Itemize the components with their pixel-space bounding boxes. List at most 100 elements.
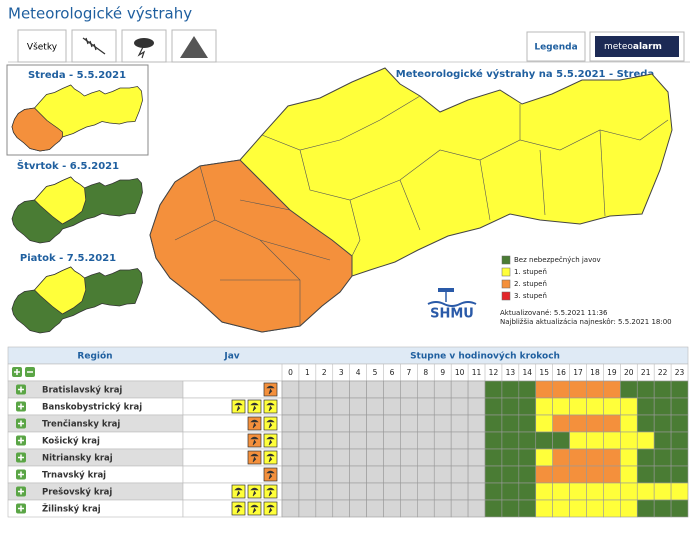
hour-cell bbox=[417, 431, 435, 450]
hour-cell bbox=[636, 482, 655, 501]
hour-cell bbox=[450, 499, 469, 518]
column-header: Jav bbox=[223, 352, 239, 362]
hour-cell bbox=[366, 397, 384, 416]
hour-cell bbox=[569, 380, 587, 399]
hour-cell bbox=[349, 482, 367, 501]
hour-label: 23 bbox=[675, 368, 685, 377]
warning-glyph bbox=[266, 504, 275, 514]
hour-cell bbox=[467, 448, 486, 467]
hour-cell bbox=[349, 448, 367, 467]
hour-cell bbox=[315, 414, 334, 433]
hour-cell bbox=[518, 380, 537, 399]
region-name: Banskobystrický kraj bbox=[42, 403, 142, 413]
next-update-text: Najbližšia aktualizácia najneskôr: 5.5.2… bbox=[500, 318, 672, 326]
hour-cell bbox=[484, 465, 503, 484]
thumbnail-map[interactable] bbox=[11, 176, 143, 244]
hour-cell bbox=[281, 397, 300, 416]
hour-cell bbox=[552, 397, 570, 416]
hour-cell bbox=[653, 465, 672, 484]
hour-label: 14 bbox=[523, 368, 533, 377]
hour-cell bbox=[620, 414, 638, 433]
column-header: Región bbox=[77, 351, 112, 362]
hour-cell bbox=[281, 448, 300, 467]
hour-label: 18 bbox=[590, 368, 600, 377]
thumbnail-map[interactable] bbox=[11, 266, 143, 334]
hour-label: 16 bbox=[556, 368, 566, 377]
hour-cell bbox=[400, 448, 418, 467]
hour-cell bbox=[467, 499, 486, 518]
tab-mountain[interactable] bbox=[171, 29, 217, 63]
hour-cell bbox=[518, 482, 537, 501]
warning-glyph bbox=[250, 487, 259, 497]
hour-cell bbox=[417, 380, 435, 399]
legend-swatch bbox=[501, 291, 511, 301]
warning-glyph bbox=[266, 385, 275, 395]
hour-cell bbox=[281, 499, 300, 518]
hour-cell bbox=[400, 499, 418, 518]
hour-cell bbox=[636, 465, 655, 484]
hour-cell bbox=[636, 397, 655, 416]
hour-cell bbox=[383, 414, 401, 433]
hour-header-row bbox=[7, 363, 689, 382]
hour-cell bbox=[400, 431, 418, 450]
hour-cell bbox=[281, 431, 300, 450]
hour-cell bbox=[450, 465, 469, 484]
hour-cell bbox=[332, 380, 350, 399]
hour-cell bbox=[417, 397, 435, 416]
legend-swatch bbox=[501, 279, 511, 289]
legend-swatch bbox=[501, 267, 511, 277]
shmu-logo: SHMU bbox=[427, 288, 477, 322]
hour-cell bbox=[552, 380, 570, 399]
warning-glyph bbox=[266, 470, 275, 480]
hour-label: 17 bbox=[573, 368, 583, 377]
hour-label: 20 bbox=[624, 368, 634, 377]
hour-cell bbox=[433, 414, 452, 433]
hour-cell bbox=[366, 431, 384, 450]
hour-cell bbox=[467, 380, 486, 399]
hour-cell bbox=[518, 414, 537, 433]
hour-cell bbox=[366, 448, 384, 467]
day-label: Piatok - 7.5.2021 bbox=[20, 253, 116, 264]
hour-cell bbox=[586, 431, 604, 450]
hour-cell bbox=[383, 397, 401, 416]
hour-cell bbox=[670, 499, 689, 518]
hour-cell bbox=[417, 465, 435, 484]
hour-cell bbox=[332, 482, 350, 501]
hour-cell bbox=[501, 465, 520, 484]
hour-cell bbox=[332, 397, 350, 416]
legend-button[interactable] bbox=[526, 31, 586, 62]
warning-glyph bbox=[234, 402, 243, 412]
hour-cell bbox=[586, 465, 604, 484]
hour-cell bbox=[484, 431, 503, 450]
district-lines bbox=[174, 95, 669, 326]
hour-cell bbox=[552, 431, 570, 450]
region-name: Košický kraj bbox=[42, 436, 100, 447]
hour-cell bbox=[670, 448, 689, 467]
hour-cell bbox=[450, 397, 469, 416]
page-title: Meteorologické výstrahy bbox=[8, 5, 192, 23]
hour-cell bbox=[467, 397, 486, 416]
hour-cell bbox=[586, 499, 604, 518]
region-name: Nitriansky kraj bbox=[42, 454, 113, 464]
hour-cell bbox=[603, 499, 621, 518]
hour-cell bbox=[433, 465, 452, 484]
hour-cell bbox=[315, 482, 334, 501]
hour-cell bbox=[281, 380, 300, 399]
hour-cell bbox=[417, 499, 435, 518]
hour-cell bbox=[349, 397, 367, 416]
warning-glyph bbox=[266, 436, 275, 446]
hour-cell bbox=[670, 414, 689, 433]
warning-glyph bbox=[266, 419, 275, 429]
hour-cell bbox=[501, 448, 520, 467]
hour-cell bbox=[315, 380, 334, 399]
hour-cell bbox=[349, 499, 367, 518]
hour-cell bbox=[569, 397, 587, 416]
hour-cell bbox=[281, 465, 300, 484]
hour-cell bbox=[433, 380, 452, 399]
hour-cell bbox=[670, 465, 689, 484]
hour-cell bbox=[433, 448, 452, 467]
tab-all[interactable] bbox=[17, 29, 67, 63]
hour-cell bbox=[383, 380, 401, 399]
hour-cell bbox=[535, 448, 553, 467]
hour-cell bbox=[501, 499, 520, 518]
